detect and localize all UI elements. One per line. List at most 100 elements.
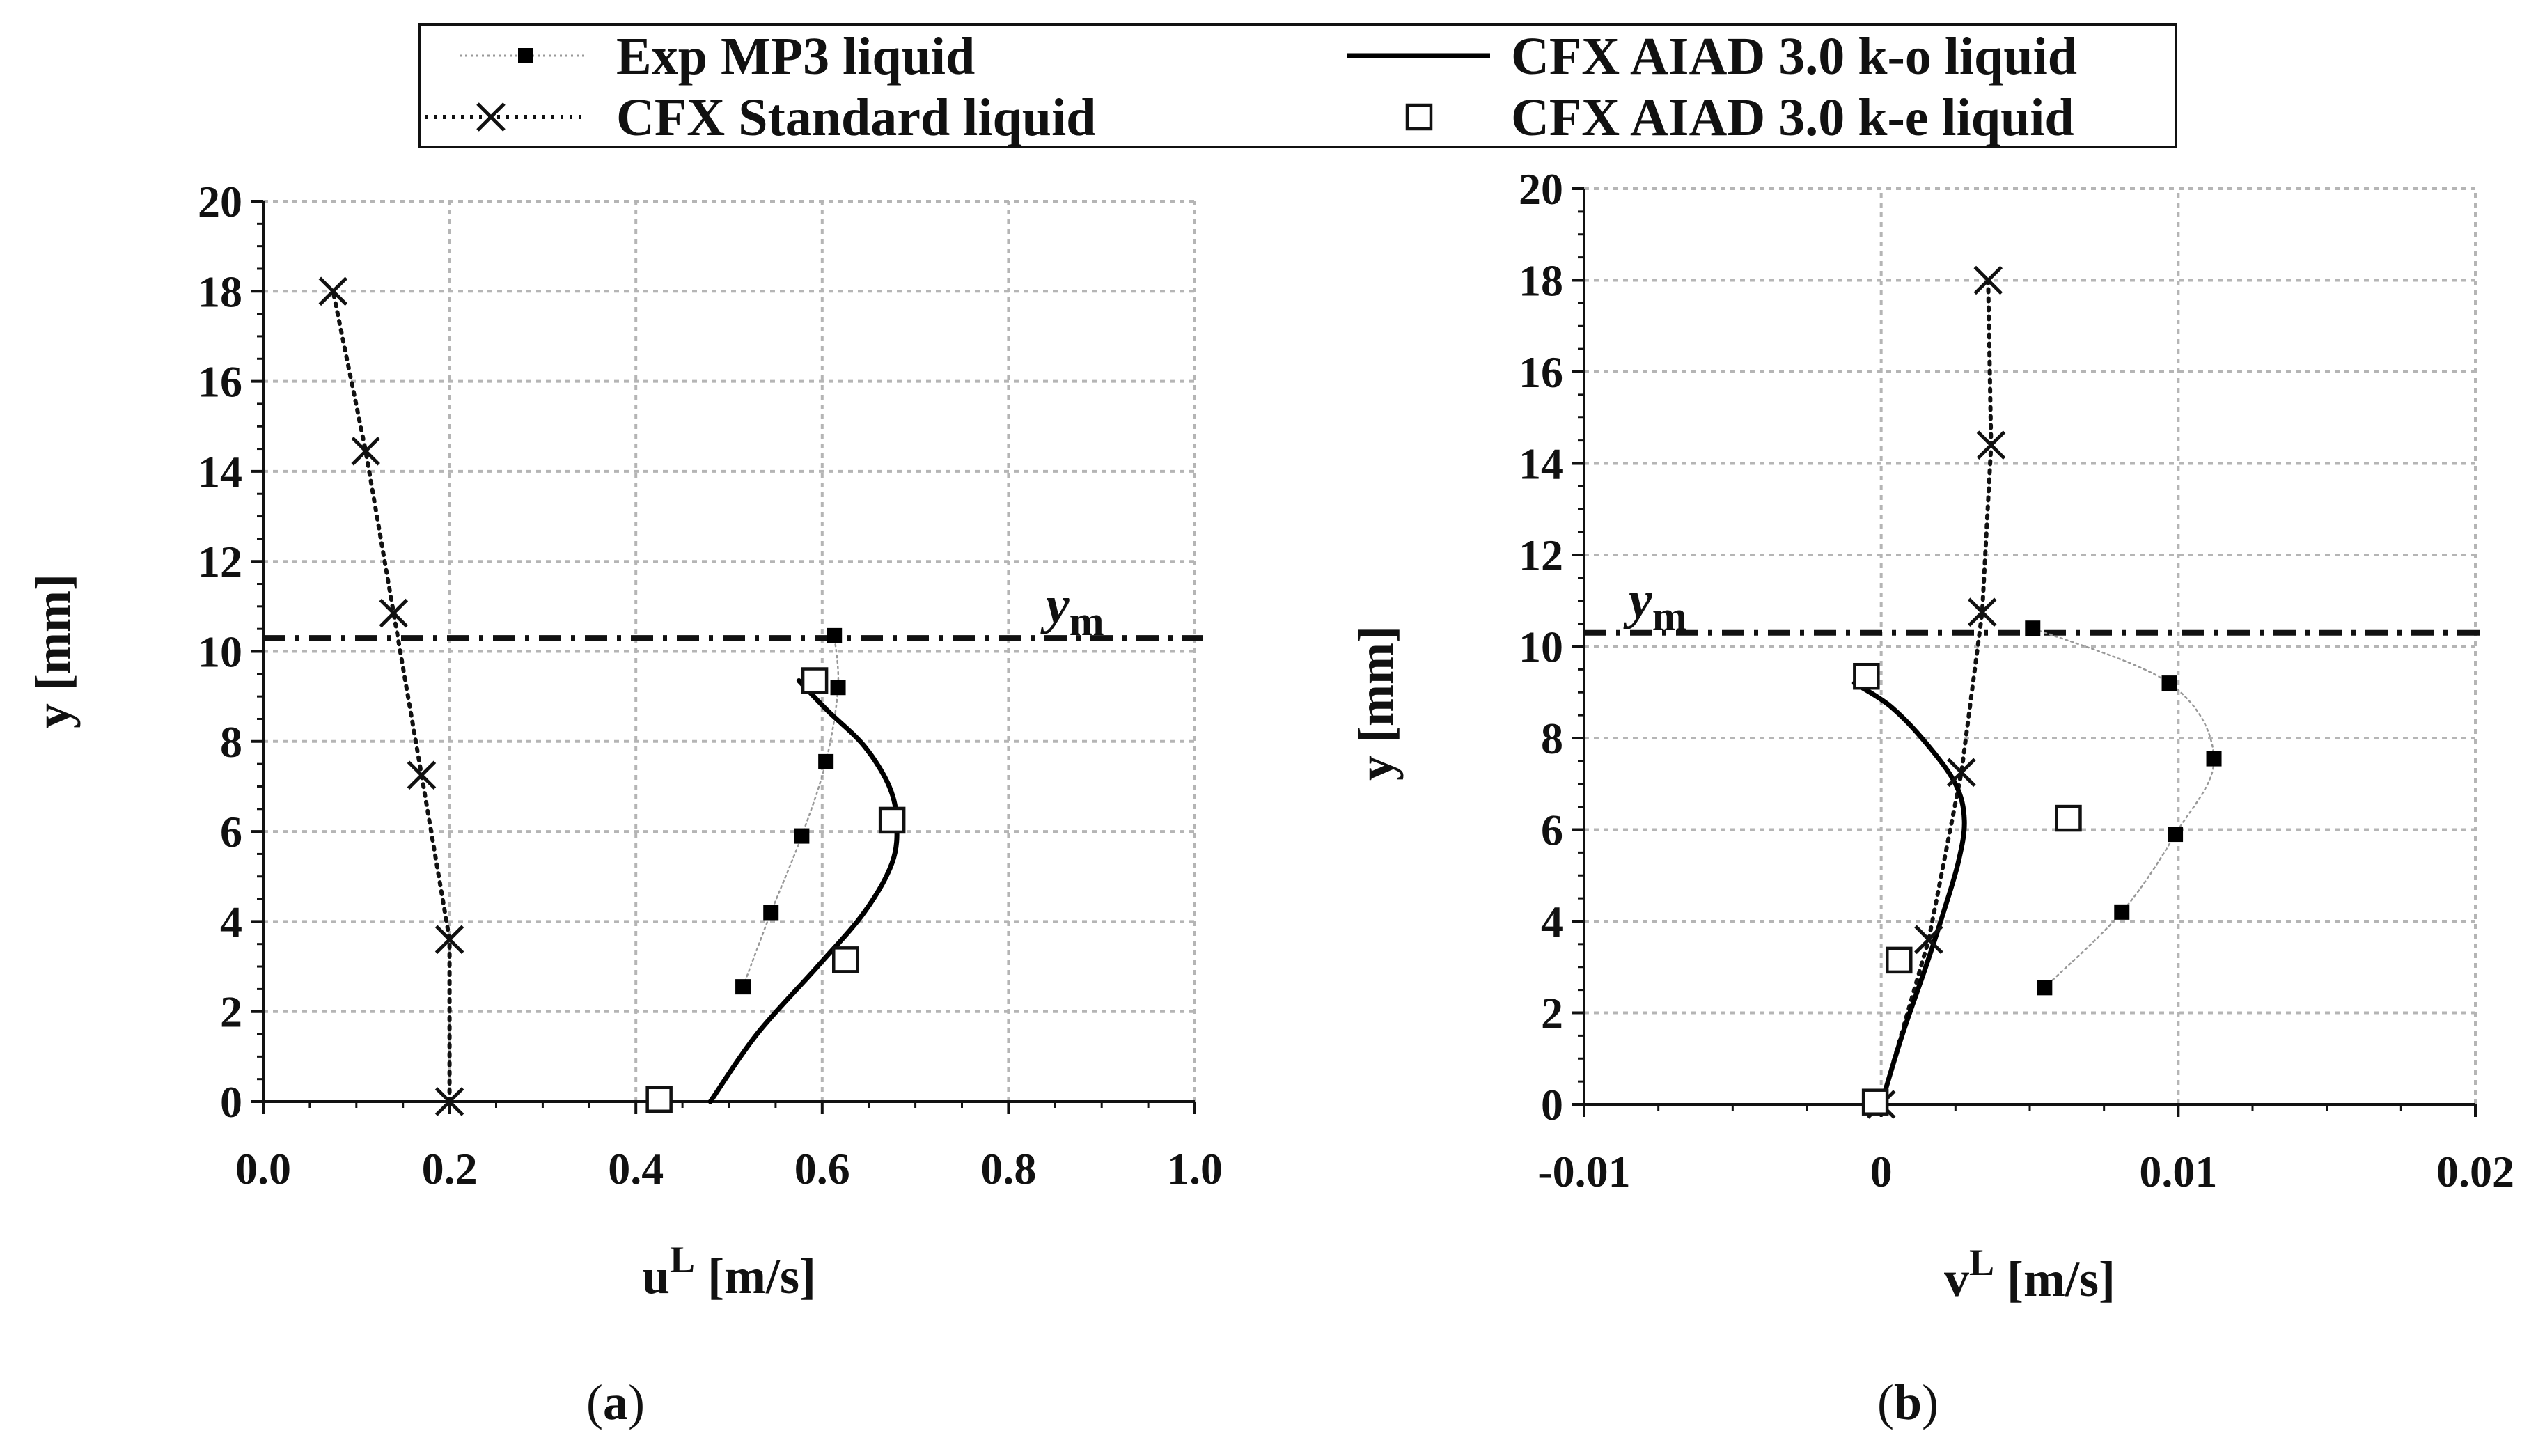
- marker-exp: [827, 627, 843, 643]
- y-tick-label: 10: [198, 627, 242, 677]
- marker-std-stroke: [379, 598, 409, 628]
- y-tick-label: 14: [198, 447, 242, 496]
- marker-exp: [735, 979, 751, 995]
- marker-std: [1947, 758, 1976, 788]
- y-axis-label: y [mm]: [25, 574, 81, 728]
- ym-label: ym: [1623, 571, 1687, 639]
- series-line-exp: [2032, 627, 2215, 989]
- marker-ke: [1886, 946, 1913, 974]
- x-tick-label: 0.4: [608, 1144, 664, 1193]
- y-tick-label: 4: [1541, 897, 1563, 946]
- marker-ke: [2055, 804, 2082, 832]
- y-tick-label: 18: [1519, 256, 1563, 306]
- legend-ko-label: CFX AIAD 3.0 k-o liquid: [1511, 27, 2077, 86]
- marker-std: [318, 276, 348, 306]
- marker-std-stroke: [1973, 265, 2003, 295]
- marker-std-stroke: [434, 925, 464, 955]
- marker-std: [1976, 430, 2006, 460]
- marker-ke: [832, 946, 859, 973]
- panel-a: 0 2 4 6 8 10 12 14 16 18 20 0.0 0.2 0.4 0.6 0.8 1.0 ym uL …: [25, 177, 1223, 1430]
- series-line-exp: [742, 634, 840, 988]
- series-line-ko: [1851, 680, 1967, 1107]
- x-tick-label: 0.6: [794, 1144, 850, 1193]
- marker-ke: [645, 1086, 673, 1113]
- y-tick-label: 0: [220, 1077, 242, 1127]
- series-line-std: [331, 289, 452, 1104]
- marker-std-stroke: [1976, 430, 2006, 460]
- y-tick-label: 2: [220, 987, 242, 1037]
- x-tick-label: 0.8: [980, 1144, 1036, 1193]
- y-tick-label: 8: [1541, 714, 1563, 763]
- marker-exp: [2114, 904, 2130, 920]
- y-tick-label: 16: [198, 357, 242, 407]
- y-tick-label: 20: [198, 177, 242, 226]
- marker-std: [434, 1087, 464, 1116]
- marker-std-stroke: [407, 760, 437, 790]
- y-tick-label: 6: [220, 807, 242, 856]
- marker-exp: [2037, 980, 2053, 996]
- legend-exp-label: Exp MP3 liquid: [616, 27, 975, 86]
- marker-std-stroke: [1914, 925, 1943, 955]
- marker-std: [379, 598, 409, 628]
- marker-exp: [2206, 751, 2222, 767]
- marker-exp: [2168, 827, 2184, 843]
- y-tick-label: 8: [220, 717, 242, 767]
- y-tick-label: 16: [1519, 347, 1563, 397]
- y-tick-label: 20: [1519, 164, 1563, 214]
- legend-std-marker-stroke: [476, 102, 506, 132]
- marker-std-stroke: [318, 276, 348, 306]
- x-tick-label: 1.0: [1167, 1144, 1223, 1193]
- marker-std-stroke: [434, 1087, 464, 1116]
- x-tick-label: 0.02: [2436, 1147, 2514, 1196]
- marker-std-stroke: [351, 437, 380, 466]
- y-tick-label: 6: [1541, 806, 1563, 855]
- x-tick-label: -0.01: [1537, 1147, 1630, 1196]
- marker-exp: [2161, 675, 2177, 691]
- marker-ke: [878, 806, 906, 834]
- marker-ke: [1853, 662, 1880, 690]
- marker-ke: [1861, 1088, 1889, 1116]
- x-axis-label: vL [m/s]: [1944, 1242, 2115, 1307]
- marker-std: [407, 760, 437, 790]
- marker-std-stroke: [1967, 597, 1997, 627]
- y-tick-label: 12: [198, 537, 242, 586]
- x-tick-label: 0: [1870, 1147, 1893, 1196]
- panel-label: (b): [1877, 1375, 1939, 1430]
- x-axis-label: uL [m/s]: [642, 1239, 816, 1304]
- x-tick-label: 0.01: [2139, 1147, 2217, 1196]
- y-tick-label: 2: [1541, 989, 1563, 1038]
- y-tick-label: 12: [1519, 531, 1563, 580]
- legend-std-marker: [476, 102, 506, 132]
- marker-exp: [763, 905, 779, 921]
- panel-b: 0 2 4 6 8 10 12 14 16 18 20 -0.01 0 0.01 0.02 ym vL [m/s…: [1348, 164, 2514, 1430]
- series-line-std: [1879, 278, 1994, 1106]
- marker-std: [1973, 265, 2003, 295]
- y-tick-label: 18: [198, 267, 242, 316]
- y-tick-label: 0: [1541, 1080, 1563, 1129]
- panel-label: (a): [586, 1375, 645, 1430]
- marker-ke: [801, 667, 829, 694]
- marker-exp: [794, 828, 810, 844]
- y-tick-label: 10: [1519, 623, 1563, 672]
- legend-std-label: CFX Standard liquid: [616, 88, 1095, 147]
- x-tick-label: 0.2: [422, 1144, 478, 1193]
- legend-ke-label: CFX AIAD 3.0 k-e liquid: [1511, 88, 2074, 147]
- marker-exp: [830, 680, 846, 696]
- legend-ke-marker: [1405, 103, 1433, 131]
- marker-std: [1967, 597, 1997, 627]
- marker-std: [1914, 925, 1943, 955]
- marker-std-stroke: [1947, 758, 1976, 788]
- legend-exp-marker: [518, 48, 533, 63]
- ym-label: ym: [1040, 576, 1104, 644]
- marker-std: [351, 437, 380, 466]
- series-line-ko: [707, 678, 900, 1104]
- y-axis-label: y [mm]: [1348, 626, 1404, 781]
- marker-exp: [2025, 620, 2041, 636]
- legend-frame: [418, 23, 2177, 148]
- legend: Exp MP3 liquid CFX AIAD 3.0 k-o liquidCFX…: [418, 23, 2177, 148]
- y-tick-label: 4: [220, 897, 242, 946]
- marker-exp: [818, 753, 834, 769]
- marker-std: [434, 925, 464, 955]
- y-tick-label: 14: [1519, 439, 1563, 489]
